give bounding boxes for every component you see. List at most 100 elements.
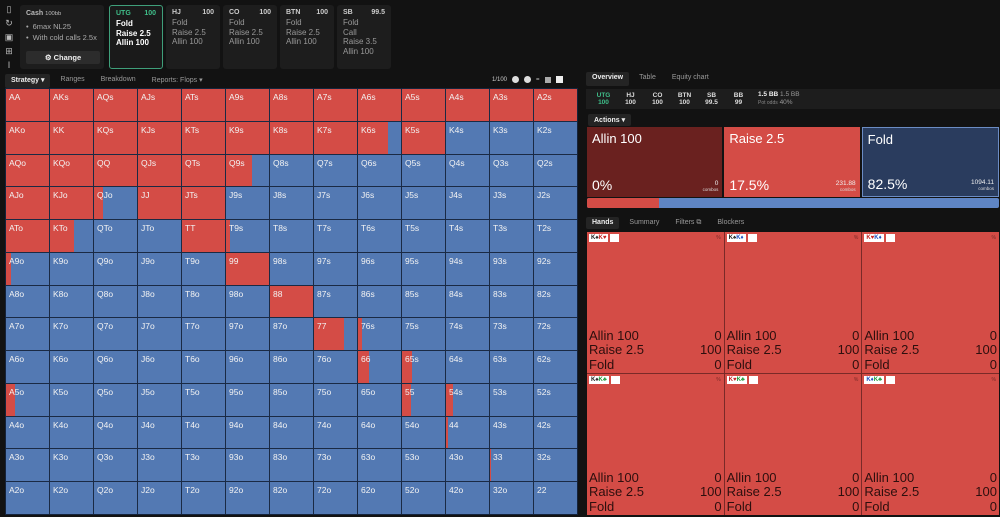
hand-cell[interactable]: 96s bbox=[358, 252, 401, 285]
hand-cell[interactable]: 63s bbox=[490, 351, 533, 383]
hand-cell[interactable]: T8s bbox=[270, 220, 313, 252]
hand-cell[interactable]: ATs bbox=[182, 89, 225, 121]
hand-cell[interactable]: A3o bbox=[6, 449, 49, 482]
seat-co[interactable]: CO 100 bbox=[644, 92, 671, 106]
tab-reports-flops[interactable]: Reports: Flops ▾ bbox=[151, 77, 203, 84]
hand-cell[interactable]: K9o bbox=[50, 252, 93, 285]
hand-cell[interactable]: 93o bbox=[226, 449, 269, 482]
hand-cell[interactable]: K7s bbox=[314, 121, 357, 154]
hand-cell[interactable]: 44 bbox=[446, 416, 489, 449]
hand-cell[interactable]: Q7s bbox=[314, 154, 357, 187]
combo-cell[interactable]: K♠K♥% Allin 100 0 Raise 2.5 100 Fold 0 bbox=[587, 232, 724, 373]
hand-cell[interactable]: 75s bbox=[402, 318, 445, 351]
hand-cell[interactable]: AA bbox=[6, 89, 49, 121]
hand-cell[interactable]: 73o bbox=[314, 449, 357, 482]
hand-cell[interactable]: A5o bbox=[6, 383, 49, 416]
hand-cell[interactable]: T2s bbox=[534, 220, 577, 252]
hand-cell[interactable]: J3s bbox=[490, 187, 533, 220]
position-action[interactable]: Fold bbox=[229, 18, 245, 27]
hand-cell[interactable]: KJs bbox=[138, 121, 181, 154]
hand-cell[interactable]: 65s bbox=[402, 351, 445, 383]
hand-cell[interactable]: 43o bbox=[446, 449, 489, 482]
hand-cell[interactable]: 74o bbox=[314, 416, 357, 449]
grid-view-icon[interactable] bbox=[544, 76, 551, 83]
hand-cell[interactable]: 86s bbox=[358, 285, 401, 318]
hand-cell[interactable]: 85o bbox=[270, 383, 313, 416]
hand-cell[interactable]: K9s bbox=[226, 121, 269, 154]
list-view-icon[interactable]: = bbox=[536, 76, 540, 83]
seat-sb[interactable]: SB 99.5 bbox=[698, 92, 725, 106]
position-card-sb[interactable]: SB 99.5 Fold Call Raise 3.5 Allin 100 bbox=[337, 5, 391, 69]
hand-cell[interactable]: 53s bbox=[490, 383, 533, 416]
hand-cell[interactable]: J9o bbox=[138, 252, 181, 285]
actions-dropdown[interactable]: Actions ▾ bbox=[588, 114, 632, 126]
hand-cell[interactable]: QJs bbox=[138, 154, 181, 187]
hand-cell[interactable]: Q9s bbox=[226, 154, 269, 187]
tab-hands[interactable]: Hands bbox=[586, 217, 620, 229]
position-action[interactable]: Fold bbox=[172, 18, 188, 27]
hand-cell[interactable]: J9s bbox=[226, 187, 269, 220]
hand-cell[interactable]: 22 bbox=[534, 482, 577, 514]
hand-cell[interactable]: K4s bbox=[446, 121, 489, 154]
hand-cell[interactable]: 97o bbox=[226, 318, 269, 351]
hand-cell[interactable]: Q7o bbox=[94, 318, 137, 351]
hand-cell[interactable]: 73s bbox=[490, 318, 533, 351]
hand-cell[interactable]: QTo bbox=[94, 220, 137, 252]
position-action[interactable]: Raise 2.5 bbox=[229, 27, 263, 37]
tab-equity-chart[interactable]: Equity chart bbox=[671, 74, 709, 81]
hand-cell[interactable]: A7o bbox=[6, 318, 49, 351]
hand-cell[interactable]: K4o bbox=[50, 416, 93, 449]
hand-cell[interactable]: QJo bbox=[94, 187, 137, 220]
hand-cell[interactable]: T2o bbox=[182, 482, 225, 514]
hand-cell[interactable]: Q9o bbox=[94, 252, 137, 285]
position-card-utg[interactable]: UTG 100 Fold Raise 2.5 Allin 100 bbox=[109, 5, 163, 69]
hand-cell[interactable]: J5s bbox=[402, 187, 445, 220]
hand-cell[interactable]: 55 bbox=[402, 383, 445, 416]
hand-cell[interactable]: K3o bbox=[50, 449, 93, 482]
hand-cell[interactable]: 87o bbox=[270, 318, 313, 351]
tab-filters[interactable]: Filters ⧉ bbox=[675, 219, 702, 226]
hand-cell[interactable]: T9s bbox=[226, 220, 269, 252]
hand-cell[interactable]: J4o bbox=[138, 416, 181, 449]
hand-cell[interactable]: AQo bbox=[6, 154, 49, 187]
hand-cell[interactable]: Q3o bbox=[94, 449, 137, 482]
hand-cell[interactable]: A4s bbox=[446, 89, 489, 121]
hand-cell[interactable]: QTs bbox=[182, 154, 225, 187]
hand-cell[interactable]: 77 bbox=[314, 318, 357, 351]
hand-cell[interactable]: 42s bbox=[534, 416, 577, 449]
hand-cell[interactable]: K7o bbox=[50, 318, 93, 351]
hand-cell[interactable]: 32o bbox=[490, 482, 533, 514]
hand-cell[interactable]: 92s bbox=[534, 252, 577, 285]
hand-cell[interactable]: Q2s bbox=[534, 154, 577, 187]
position-card-hj[interactable]: HJ 100 Fold Raise 2.5 Allin 100 bbox=[166, 5, 220, 69]
hand-cell[interactable]: J6s bbox=[358, 187, 401, 220]
position-action[interactable]: Allin 100 bbox=[116, 38, 149, 47]
hand-cell[interactable]: J7s bbox=[314, 187, 357, 220]
hand-cell[interactable]: 76s bbox=[358, 318, 401, 351]
position-action[interactable]: Allin 100 bbox=[343, 46, 374, 56]
hand-cell[interactable]: 87s bbox=[314, 285, 357, 318]
hand-cell[interactable]: KTo bbox=[50, 220, 93, 252]
hand-cell[interactable]: 32s bbox=[534, 449, 577, 482]
hand-cell[interactable]: 98o bbox=[226, 285, 269, 318]
circle-icon[interactable] bbox=[512, 76, 520, 83]
hand-cell[interactable]: 94o bbox=[226, 416, 269, 449]
hand-cell[interactable]: J8o bbox=[138, 285, 181, 318]
hand-cell[interactable]: 76o bbox=[314, 351, 357, 383]
hand-cell[interactable]: AKs bbox=[50, 89, 93, 121]
hand-cell[interactable]: A9o bbox=[6, 252, 49, 285]
hand-cell[interactable]: 72s bbox=[534, 318, 577, 351]
hand-cell[interactable]: T9o bbox=[182, 252, 225, 285]
hand-cell[interactable]: T6o bbox=[182, 351, 225, 383]
hand-cell[interactable]: J4s bbox=[446, 187, 489, 220]
hand-cell[interactable]: T3o bbox=[182, 449, 225, 482]
hand-cell[interactable]: K5s bbox=[402, 121, 445, 154]
hand-cell[interactable]: 95s bbox=[402, 252, 445, 285]
position-action[interactable]: Allin 100 bbox=[286, 37, 317, 46]
hand-cell[interactable]: QQ bbox=[94, 154, 137, 187]
hand-cell[interactable]: A6s bbox=[358, 89, 401, 121]
hand-cell[interactable]: 98s bbox=[270, 252, 313, 285]
hand-cell[interactable]: A4o bbox=[6, 416, 49, 449]
hand-cell[interactable]: AJs bbox=[138, 89, 181, 121]
hand-cell[interactable]: J6o bbox=[138, 351, 181, 383]
